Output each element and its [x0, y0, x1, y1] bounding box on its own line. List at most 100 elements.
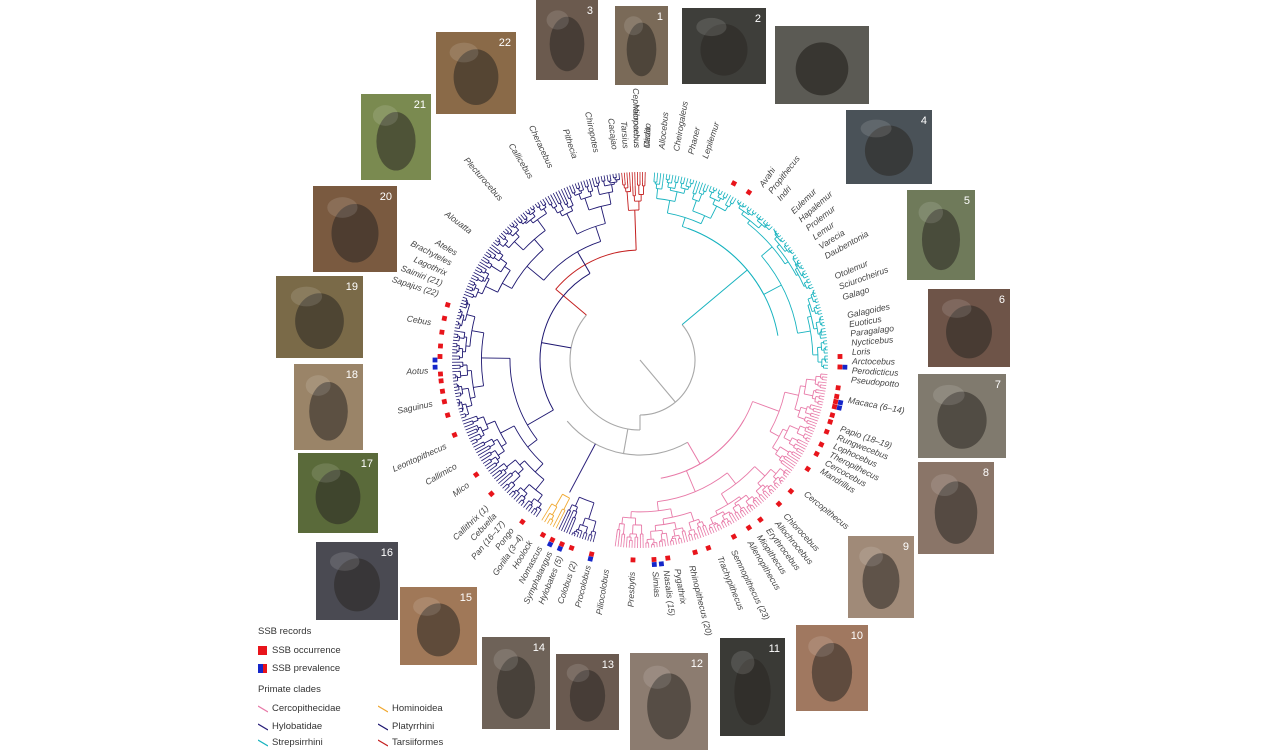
tree-branch — [672, 541, 675, 545]
tree-branch — [511, 490, 514, 493]
tree-branch — [784, 471, 787, 474]
tree-branch — [460, 331, 465, 333]
tree-branch — [756, 213, 759, 217]
tree-branch — [537, 494, 543, 502]
tree-branch — [695, 190, 698, 195]
tree-branch — [786, 450, 790, 455]
tree-branch — [684, 530, 687, 536]
ssb-bar — [823, 428, 830, 435]
tree-branch — [815, 389, 820, 391]
tree-branch — [774, 236, 778, 240]
tree-branch — [770, 488, 773, 491]
tree-branch — [505, 228, 509, 232]
tree-branch — [487, 249, 494, 255]
tree-branch — [803, 416, 807, 421]
tree-branch — [479, 268, 483, 271]
tree-branch — [726, 518, 729, 522]
tree-branch — [490, 456, 496, 461]
tree-branch — [666, 178, 670, 181]
tree-branch — [760, 494, 763, 496]
tree-branch — [657, 472, 728, 503]
tree-branch — [728, 203, 732, 208]
tree-branch — [699, 526, 702, 532]
primate-photo: 19 — [276, 276, 363, 358]
tree-branch — [814, 405, 822, 409]
tree-branch — [692, 200, 697, 212]
tree-branch — [802, 436, 807, 440]
tree-branch — [687, 442, 701, 465]
tree-branch — [666, 200, 671, 214]
tree-branch — [819, 401, 824, 403]
tree-branch — [747, 220, 751, 224]
primate-photo: 5 — [907, 190, 975, 280]
tree-branch — [461, 299, 465, 302]
ssb-bar — [488, 490, 495, 498]
tree-branch — [674, 182, 677, 189]
tree-branch — [736, 511, 739, 514]
tree-branch — [511, 494, 515, 498]
tree-branch — [749, 506, 752, 509]
tree-branch — [784, 261, 789, 265]
tree-branch — [608, 192, 612, 205]
tree-branch — [484, 438, 493, 444]
tree-branch — [566, 213, 578, 235]
tree-branch — [465, 427, 473, 431]
tree-branch — [802, 271, 805, 273]
tree-branch — [509, 224, 512, 228]
ssb-bar — [587, 555, 594, 562]
tree-branch — [617, 538, 620, 547]
tree-branch — [774, 484, 776, 487]
tree-branch — [719, 524, 721, 527]
tree-branch — [674, 537, 677, 541]
tree-branch — [778, 455, 783, 461]
tree-branch — [507, 472, 511, 476]
tree-branch — [551, 520, 554, 523]
photo-number: 11 — [769, 643, 780, 655]
tree-branch — [687, 186, 690, 190]
clade-line-icon — [258, 723, 268, 731]
tree-branch — [515, 218, 519, 222]
ssb-bar — [558, 540, 566, 548]
ssb-bar — [705, 544, 712, 551]
primate-photo: 12 — [630, 653, 708, 750]
tree-branch — [694, 535, 697, 540]
tree-branch — [808, 284, 811, 287]
tree-branch — [717, 193, 720, 198]
genus-label: Presbytis — [626, 571, 637, 607]
tree-branch — [462, 417, 473, 422]
tree-branch — [476, 416, 479, 421]
photo-number: 4 — [921, 115, 927, 127]
tree-branch — [757, 482, 762, 487]
tree-branch — [530, 508, 535, 514]
tree-branch — [548, 503, 553, 510]
ssb-bar — [546, 541, 554, 548]
tree-branch — [807, 317, 814, 355]
tree-branch — [809, 423, 817, 427]
tree-branch — [507, 226, 511, 230]
tree-branch — [696, 523, 700, 528]
tree-branch — [794, 455, 801, 460]
tree-branch — [570, 206, 574, 211]
tree-branch — [742, 204, 744, 206]
tree-branch — [656, 187, 662, 190]
tree-branch — [534, 498, 542, 505]
tree-branch — [711, 528, 715, 533]
tree-branch — [728, 513, 732, 518]
tree-branch — [804, 426, 807, 431]
tree-branch — [683, 188, 686, 194]
tree-branch — [459, 392, 462, 396]
tree-branch — [482, 256, 487, 260]
tree-branch — [820, 381, 827, 384]
tree-branch — [737, 203, 744, 208]
tree-branch — [770, 484, 774, 488]
tree-branch — [492, 472, 497, 477]
tree-branch — [525, 210, 528, 214]
tree-branch — [685, 534, 688, 542]
tree-branch — [725, 196, 728, 199]
tree-branch — [580, 195, 592, 200]
tree-branch — [476, 446, 488, 454]
tree-branch — [466, 429, 475, 434]
tree-branch — [720, 526, 723, 530]
tree-branch — [485, 285, 498, 293]
tree-branch — [465, 288, 470, 291]
